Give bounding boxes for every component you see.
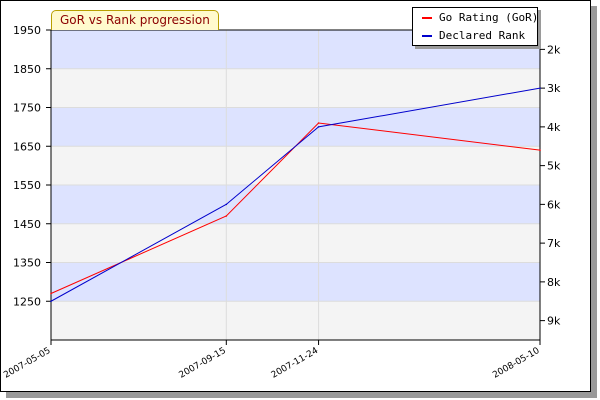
left-axis-ticks: 1250 1350 1450 1550 1650 1750 1850 1950	[13, 24, 51, 308]
frame-shadow-bottom	[6, 392, 597, 398]
right-axis-ticks: 2k 3k 4k 5k 6k 7k 8k 9k	[540, 43, 561, 328]
legend-item-gor: Go Rating (GoR)	[413, 10, 539, 26]
left-tick-label: 1450	[13, 218, 41, 231]
right-tick-label: 7k	[547, 237, 561, 250]
grid-band	[51, 223, 540, 263]
legend-label-gor: Go Rating (GoR)	[439, 11, 539, 24]
data-point-rank	[225, 203, 228, 206]
right-tick-label: 5k	[547, 160, 561, 173]
series-line-gor	[50, 122, 541, 294]
left-tick-label: 1850	[13, 63, 41, 76]
grid-band	[51, 262, 540, 302]
left-tick-label: 1750	[13, 102, 41, 115]
left-tick-label: 1650	[13, 140, 41, 153]
data-point-rank	[539, 87, 541, 89]
legend-swatch-gor	[422, 17, 432, 19]
right-tick-label: 4k	[547, 121, 561, 134]
legend-swatch-rank	[422, 35, 432, 37]
left-tick-label: 1350	[13, 257, 41, 270]
data-point-gor	[225, 215, 228, 217]
legend-item-rank: Declared Rank	[413, 28, 537, 44]
left-tick-label: 1250	[13, 295, 41, 308]
grid-band	[51, 107, 540, 147]
series-lines	[50, 87, 541, 303]
right-tick-label: 6k	[547, 198, 561, 211]
right-tick-label: 2k	[547, 43, 561, 56]
right-tick-label: 8k	[547, 276, 561, 289]
right-tick-label: 3k	[547, 82, 561, 95]
grid-band	[51, 301, 540, 340]
left-tick-label: 1950	[13, 24, 41, 37]
data-point-gor	[539, 149, 541, 151]
data-point-rank	[50, 300, 52, 303]
legend: Go Rating (GoR) Declared Rank	[412, 7, 538, 46]
series-line-rank	[50, 87, 541, 302]
frame-shadow-right	[591, 6, 597, 396]
grid-band	[51, 68, 540, 108]
grid-band	[51, 146, 540, 185]
data-point-rank	[317, 126, 320, 128]
chart-title: GoR vs Rank progression	[51, 10, 219, 30]
grid-band	[51, 185, 540, 224]
data-point-gor	[50, 292, 52, 295]
left-tick-label: 1550	[13, 179, 41, 192]
vertical-gridlines	[225, 30, 320, 340]
background-bands	[51, 29, 540, 340]
legend-label-rank: Declared Rank	[439, 29, 526, 42]
right-tick-label: 9k	[547, 315, 561, 328]
data-point-gor	[317, 122, 320, 124]
